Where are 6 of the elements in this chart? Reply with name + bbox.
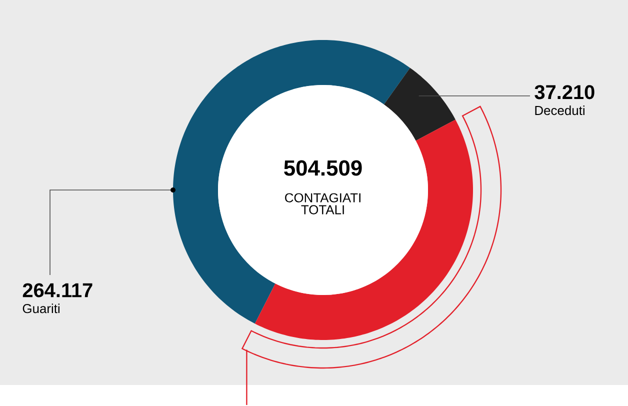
slice-label: Deceduti [535, 106, 584, 116]
text: CONTAGIATI TOTALI [285, 193, 360, 215]
data-label: 264.117 [22, 283, 92, 298]
slice-label: Guariti [22, 304, 60, 314]
data-label: 37.210 [534, 85, 594, 100]
text: 504.509 [284, 160, 362, 176]
